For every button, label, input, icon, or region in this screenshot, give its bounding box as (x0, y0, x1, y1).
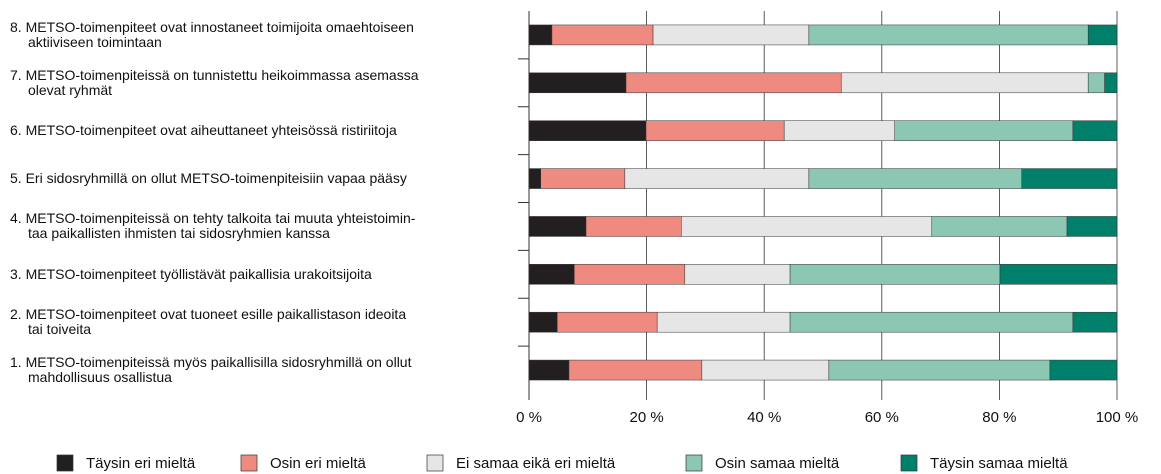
legend-label: Ei samaa eikä eri mieltä (456, 455, 616, 472)
category-label: 5. Eri sidosryhmillä on ollut METSO-toim… (10, 170, 407, 187)
bar-segment (528, 216, 587, 237)
legend-swatch (900, 454, 918, 472)
bar-segment (701, 359, 830, 381)
bar-segment (528, 311, 558, 333)
legend-swatch (426, 454, 444, 472)
bar-segment (808, 24, 1089, 46)
category-label: 3. METSO-toimenpiteet työllistävät paika… (10, 265, 372, 282)
bar-segment (528, 72, 627, 94)
bar-segment (1087, 72, 1105, 94)
bar-segment (528, 359, 570, 381)
category-label: 2. METSO-toimenpiteet ovat tuoneet esill… (10, 306, 407, 338)
category-label: 1. METSO-toimenpiteissä myös paikallisil… (10, 354, 412, 386)
category-label: 7. METSO-toimenpiteissä on tunnistettu h… (10, 66, 419, 98)
bar-segment (656, 311, 791, 333)
bar-segment (1104, 72, 1118, 94)
bar-segment (789, 264, 1001, 285)
bar-segment (625, 72, 842, 94)
bar-segment (783, 120, 895, 141)
legend-label: Täysin eri mieltä (86, 455, 196, 472)
bar-segment (789, 311, 1074, 333)
bar-segment (808, 168, 1022, 189)
bar-segment (828, 359, 1051, 381)
bar-segment (652, 24, 810, 46)
bar-segment (645, 120, 785, 141)
legend-swatch (685, 454, 703, 472)
bar-segment (1066, 216, 1118, 237)
bar-segment (684, 264, 791, 285)
bar-segment (1072, 120, 1118, 141)
legend-label: Osin eri mieltä (270, 455, 367, 472)
x-tick-label: 40 % (747, 409, 781, 426)
bar-segment (931, 216, 1068, 237)
bar-segment (1072, 311, 1118, 333)
bar-segment (528, 120, 647, 141)
legend-swatch (56, 454, 74, 472)
legend-swatch (240, 454, 258, 472)
category-label: 6. METSO-toimenpiteet ovat aiheuttaneet … (10, 122, 397, 139)
bar-segment (681, 216, 933, 237)
category-label: 4. METSO-toimenpiteissä on tehty talkoit… (10, 210, 416, 242)
category-label: 8. METSO-toimenpiteet ovat innostaneet t… (10, 18, 414, 50)
bar-segment (999, 264, 1118, 285)
bar-segment (1087, 24, 1118, 46)
x-tick-label: 100 % (1096, 409, 1139, 426)
legend-label: Osin samaa mieltä (715, 455, 840, 472)
bar-segment (556, 311, 658, 333)
x-tick-label: 80 % (982, 409, 1016, 426)
bar-segment (840, 72, 1089, 94)
x-tick-label: 0 % (516, 409, 542, 426)
x-tick-label: 60 % (865, 409, 899, 426)
bar-segment (1049, 359, 1118, 381)
bar-segment (574, 264, 686, 285)
bar-segment (894, 120, 1074, 141)
bar-segment (624, 168, 810, 189)
bar-segment (1021, 168, 1118, 189)
bar-segment (528, 264, 575, 285)
bar-segment (540, 168, 626, 189)
x-tick-label: 20 % (629, 409, 663, 426)
bar-segment (551, 24, 654, 46)
bar-segment (585, 216, 682, 237)
legend-label: Täysin samaa mieltä (930, 455, 1068, 472)
bar-segment (568, 359, 703, 381)
